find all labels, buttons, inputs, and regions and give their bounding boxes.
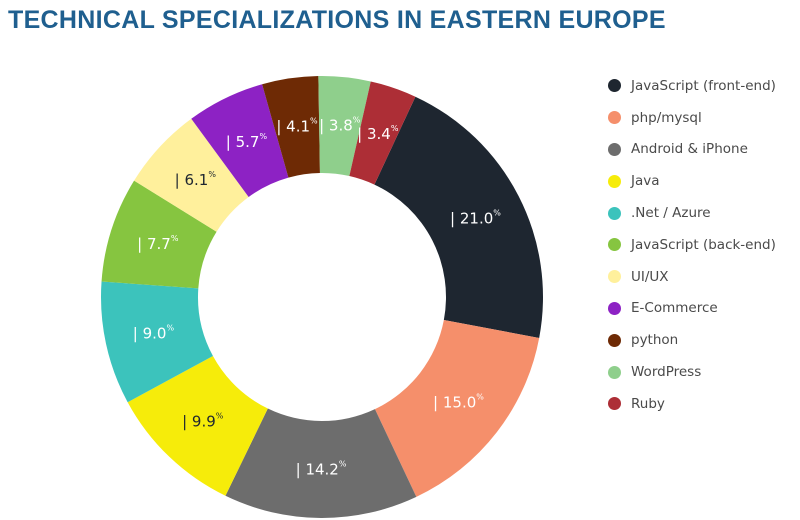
legend-label: Ruby bbox=[631, 395, 665, 412]
legend-label: E-Commerce bbox=[631, 300, 718, 317]
legend-item-e-commerce: E-Commerce bbox=[608, 293, 776, 325]
slice-value-label-ruby: | 3.4% bbox=[357, 123, 399, 143]
slice-value-label-php-mysql: | 15.0% bbox=[433, 392, 484, 412]
donut-slice-javascript-front-end bbox=[374, 96, 543, 338]
legend-label: Java bbox=[631, 173, 660, 190]
legend-item-php-mysql: php/mysql bbox=[608, 102, 776, 134]
legend-label: php/mysql bbox=[631, 109, 702, 126]
legend-item-android-iphone: Android & iPhone bbox=[608, 134, 776, 166]
legend-item-wordpress: WordPress bbox=[608, 356, 776, 388]
slice-value-label-net-azure: | 9.0% bbox=[133, 323, 175, 343]
legend-label: JavaScript (front-end) bbox=[631, 77, 776, 94]
legend-label: Android & iPhone bbox=[631, 141, 748, 158]
donut-slice-android-iphone bbox=[225, 408, 417, 518]
slice-value-label-python: | 4.1% bbox=[276, 116, 318, 136]
slice-value-label-wordpress: | 3.8% bbox=[319, 115, 361, 134]
donut-slice-ruby bbox=[349, 81, 416, 185]
legend-label: WordPress bbox=[631, 364, 702, 381]
legend-swatch bbox=[608, 270, 621, 284]
legend-swatch bbox=[608, 111, 621, 125]
legend-item-ui-ux: UI/UX bbox=[608, 261, 776, 293]
legend-swatch bbox=[608, 174, 621, 188]
chart-legend: JavaScript (front-end) php/mysql Android &… bbox=[608, 70, 776, 420]
donut-slice-javascript-back-end bbox=[101, 180, 217, 289]
slice-value-label-java: | 9.9% bbox=[182, 411, 224, 431]
legend-swatch bbox=[608, 206, 621, 220]
slice-value-label-javascript-front-end: | 21.0% bbox=[450, 208, 501, 228]
donut-slice-java bbox=[127, 356, 268, 496]
legend-label: JavaScript (back-end) bbox=[631, 236, 776, 253]
donut-slice-php-mysql bbox=[374, 319, 540, 497]
donut-slice-net-azure bbox=[100, 281, 213, 403]
donut-slice-python bbox=[262, 76, 320, 178]
legend-item-java: Java bbox=[608, 165, 776, 197]
legend-swatch bbox=[608, 142, 621, 156]
legend-item-ruby: Ruby bbox=[608, 388, 776, 420]
slice-value-label-javascript-back-end: | 7.7% bbox=[137, 234, 179, 254]
legend-item-javascript-front-end: JavaScript (front-end) bbox=[608, 70, 776, 102]
legend-swatch bbox=[608, 365, 621, 379]
donut-chart: | 21.0% | 15.0% | 14.2% | 9.9% | 9.0% | 7.7% |… bbox=[100, 76, 543, 518]
legend-swatch bbox=[608, 79, 621, 93]
legend-item-python: python bbox=[608, 324, 776, 356]
slice-value-label-ui-ux: | 6.1% bbox=[175, 169, 217, 189]
legend-item-net-azure: .Net / Azure bbox=[608, 197, 776, 229]
legend-swatch bbox=[608, 301, 621, 315]
slice-value-label-e-commerce: | 5.7% bbox=[226, 131, 268, 151]
legend-label: .Net / Azure bbox=[631, 205, 711, 222]
donut-slice-ui-ux bbox=[134, 118, 249, 232]
chart-title: TECHNICAL SPECIALIZATIONS IN EASTERN EUR… bbox=[8, 6, 666, 34]
legend-swatch bbox=[608, 333, 621, 347]
legend-label: UI/UX bbox=[631, 268, 669, 285]
legend-swatch bbox=[608, 238, 621, 252]
slice-value-label-android-iphone: | 14.2% bbox=[296, 459, 347, 479]
legend-swatch bbox=[608, 397, 621, 411]
legend-item-javascript-back-end: JavaScript (back-end) bbox=[608, 229, 776, 261]
legend-label: python bbox=[631, 332, 679, 349]
donut-slice-wordpress bbox=[318, 76, 371, 177]
donut-slice-e-commerce bbox=[191, 84, 289, 198]
